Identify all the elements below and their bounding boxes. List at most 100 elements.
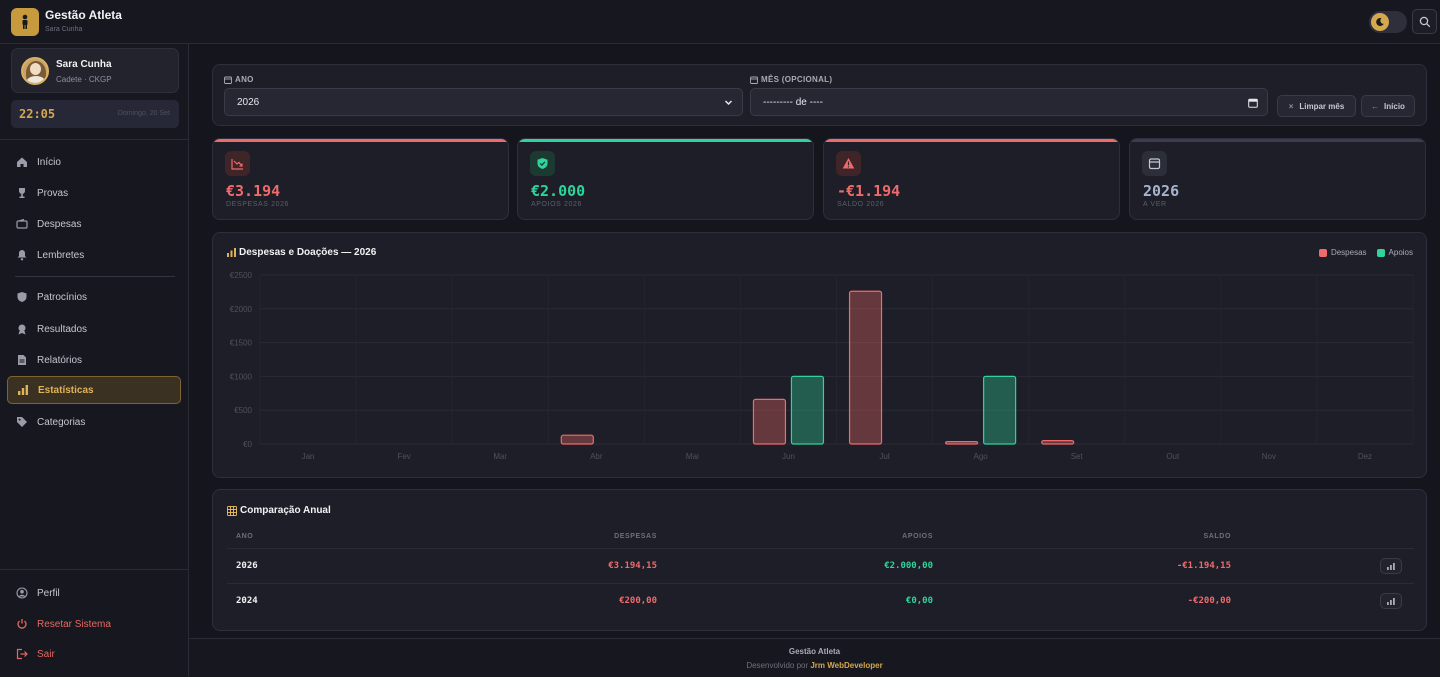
sidebar-item-relatorios[interactable]: Relatórios (7, 346, 181, 374)
clear-month-button[interactable]: × Limpar mês (1277, 95, 1356, 117)
view-year-chart-button[interactable] (1380, 593, 1402, 609)
sidebar-item-despesas[interactable]: Despesas (7, 210, 181, 238)
bar-chart-icon (227, 248, 236, 257)
year-select[interactable]: 2026 (224, 88, 743, 116)
row-year: 2026 (236, 561, 258, 571)
theme-toggle[interactable] (1369, 11, 1407, 33)
search-button[interactable] (1412, 9, 1437, 34)
sidebar-item-resetar-sistema[interactable]: Resetar Sistema (7, 610, 181, 638)
clock-time: 22:05 (19, 107, 56, 121)
warning-icon (836, 151, 861, 176)
app-logo[interactable] (11, 8, 39, 36)
medal-icon (16, 323, 28, 335)
profile-role: Cadete · CKGP (56, 75, 112, 84)
trending-down-icon (225, 151, 250, 176)
calendar-picker-icon[interactable] (1248, 98, 1258, 108)
profile-name: Sara Cunha (56, 59, 112, 70)
sidebar: Sara Cunha Cadete · CKGP 22:05 Domingo, … (0, 44, 189, 677)
stat-value: €3.194 (226, 182, 281, 200)
top-bar: Gestão Atleta Sara Cunha (0, 0, 1440, 44)
x-tick-label: Set (1071, 452, 1084, 461)
sidebar-item-label: Estatísticas (38, 384, 94, 396)
sidebar-item-categorias[interactable]: Categorias (7, 408, 181, 436)
developer-link[interactable]: Jrm WebDeveloper (810, 661, 883, 670)
sidebar-item-label: Resetar Sistema (37, 618, 111, 630)
bar-chart-icon (17, 384, 29, 396)
shield-icon (16, 291, 28, 303)
y-tick-label: €1500 (230, 339, 253, 348)
table-divider (227, 548, 1414, 549)
column-header-support: APOIOS (902, 533, 933, 540)
sidebar-item-label: Patrocínios (37, 291, 88, 303)
row-balance: -€1.194,15 (1176, 561, 1231, 571)
profile-card[interactable]: Sara Cunha Cadete · CKGP (11, 48, 179, 93)
bar-despesas-abr (560, 434, 594, 445)
sidebar-item-sair[interactable]: Sair (7, 640, 181, 668)
month-input[interactable]: --------- de ---- (750, 88, 1268, 116)
row-expenses: €200,00 (619, 596, 657, 606)
sidebar-item-label: Lembretes (37, 249, 85, 261)
row-balance: -€200,00 (1187, 596, 1231, 606)
legend-item-apoios[interactable]: Apoios (1376, 248, 1413, 257)
x-tick-label: Out (1166, 452, 1180, 461)
sidebar-item-perfil[interactable]: Perfil (7, 579, 181, 607)
month-label: MÊS (OPCIONAL) (750, 75, 832, 84)
y-tick-label: €2000 (230, 305, 253, 314)
wallet-icon (16, 218, 28, 230)
athlete-icon (22, 14, 28, 29)
x-tick-label: Nov (1262, 452, 1276, 461)
stat-value: -€1.194 (837, 182, 901, 200)
calendar-icon (1142, 151, 1167, 176)
arrow-left-icon: ← (1371, 101, 1380, 111)
view-year-chart-button[interactable] (1380, 558, 1402, 574)
chart-panel: Despesas e Doações — 2026 Despesas Apoio… (212, 232, 1427, 478)
logout-icon (16, 648, 28, 660)
annual-comparison-title: Comparação Anual (227, 505, 331, 516)
x-tick-label: Jun (782, 452, 795, 461)
app-title: Gestão Atleta (45, 8, 122, 22)
bell-icon (16, 249, 28, 261)
app-subtitle: Sara Cunha (45, 26, 83, 33)
x-tick-label: Fev (397, 452, 410, 461)
sidebar-divider (15, 276, 175, 277)
chevron-down-icon (724, 100, 733, 106)
bar-despesas-jun (752, 398, 787, 445)
trophy-icon (16, 187, 28, 199)
column-header-year: ANO (236, 533, 254, 540)
sidebar-item-provas[interactable]: Provas (7, 179, 181, 207)
row-support: €0,00 (905, 596, 933, 606)
y-tick-label: €2500 (230, 271, 253, 280)
sidebar-item-label: Início (37, 156, 61, 168)
chart-legend: Despesas Apoios (1309, 248, 1413, 257)
moon-icon (1371, 13, 1389, 31)
x-tick-label: Ago (974, 452, 989, 461)
bar-despesas-ago (945, 441, 979, 445)
bar-chart-icon (1387, 597, 1395, 605)
sidebar-divider (0, 139, 189, 140)
x-tick-label: Mai (686, 452, 699, 461)
row-support: €2.000,00 (884, 561, 933, 571)
stat-card-apoios: €2.000 APOIOS 2026 (517, 138, 814, 220)
stat-value: 2026 (1143, 182, 1180, 200)
sidebar-item-patrocinios[interactable]: Patrocínios (7, 283, 181, 311)
x-tick-label: Abr (590, 452, 603, 461)
stat-value: €2.000 (531, 182, 586, 200)
home-icon (16, 156, 28, 168)
sidebar-item-lembretes[interactable]: Lembretes (7, 241, 181, 269)
x-tick-label: Mar (493, 452, 507, 461)
y-tick-label: €1000 (230, 372, 253, 381)
sidebar-item-label: Perfil (37, 587, 60, 599)
home-button[interactable]: ← Início (1361, 95, 1415, 117)
close-icon: × (1288, 101, 1294, 111)
bar-despesas-jul (848, 290, 883, 445)
sidebar-item-estatisticas[interactable]: Estatísticas (7, 376, 181, 404)
legend-item-despesas[interactable]: Despesas (1318, 248, 1367, 257)
bar-apoios-jun (790, 375, 825, 445)
shield-check-icon (530, 151, 555, 176)
sidebar-item-inicio[interactable]: Início (7, 148, 181, 176)
y-tick-label: €500 (234, 406, 252, 415)
sidebar-divider (0, 569, 189, 570)
sidebar-item-resultados[interactable]: Resultados (7, 315, 181, 343)
column-header-balance: SALDO (1203, 533, 1231, 540)
chart-title: Despesas e Doações — 2026 (227, 247, 376, 258)
